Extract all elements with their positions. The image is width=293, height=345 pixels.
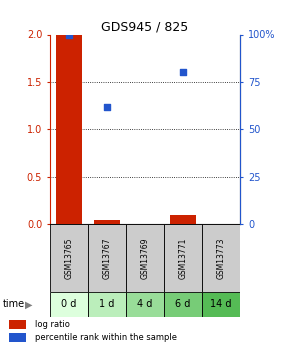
Bar (88, 292, 126, 317)
Text: GSM13773: GSM13773 (217, 237, 226, 279)
Text: percentile rank within the sample: percentile rank within the sample (35, 333, 176, 342)
Bar (50, 224, 88, 292)
Bar (170, 215, 196, 224)
Bar (9, 333, 26, 342)
Point (181, 70, 185, 75)
Bar (164, 224, 202, 292)
Text: 14 d: 14 d (210, 299, 232, 309)
Text: GSM13769: GSM13769 (141, 237, 149, 279)
Point (67, 32, 71, 37)
Point (105, 104, 109, 109)
Bar (88, 224, 126, 292)
Bar (164, 292, 202, 317)
Bar (56, 34, 82, 224)
Bar (126, 292, 164, 317)
Title: GDS945 / 825: GDS945 / 825 (101, 20, 189, 33)
Text: GSM13765: GSM13765 (64, 237, 73, 279)
Text: log ratio: log ratio (35, 320, 69, 329)
Text: GSM13771: GSM13771 (179, 237, 188, 278)
Bar (202, 292, 240, 317)
Text: 6 d: 6 d (176, 299, 191, 309)
Bar (202, 224, 240, 292)
Text: ▶: ▶ (25, 299, 33, 309)
Text: time: time (3, 299, 25, 309)
Bar (94, 220, 120, 224)
Bar (9, 320, 26, 329)
Text: 1 d: 1 d (99, 299, 115, 309)
Text: 0 d: 0 d (61, 299, 76, 309)
Text: GSM13767: GSM13767 (103, 237, 111, 279)
Bar (50, 292, 88, 317)
Text: 4 d: 4 d (137, 299, 153, 309)
Bar (126, 224, 164, 292)
